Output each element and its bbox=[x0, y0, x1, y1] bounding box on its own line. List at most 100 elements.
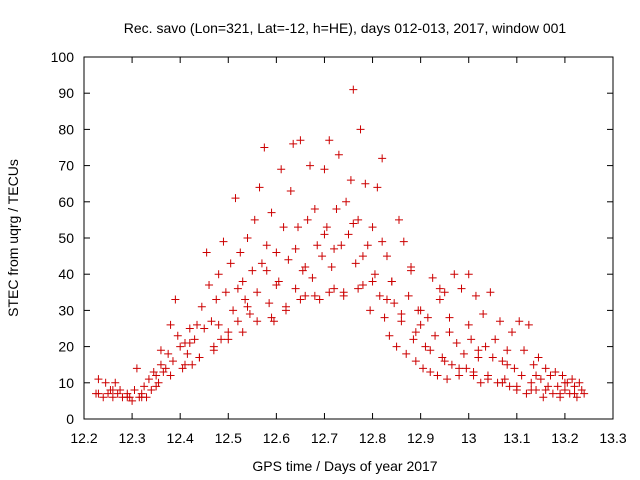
data-point bbox=[397, 310, 406, 319]
data-point bbox=[363, 241, 372, 250]
y-tick-label: 30 bbox=[58, 302, 74, 318]
data-point bbox=[546, 371, 555, 380]
data-point bbox=[229, 306, 238, 315]
data-point bbox=[166, 371, 175, 380]
data-point bbox=[291, 284, 300, 293]
data-point bbox=[248, 266, 257, 275]
data-point bbox=[471, 291, 480, 300]
data-point bbox=[397, 317, 406, 326]
data-point bbox=[346, 176, 355, 185]
data-point bbox=[380, 313, 389, 322]
data-point bbox=[548, 389, 557, 398]
y-tick-label: 80 bbox=[58, 121, 74, 137]
data-point bbox=[238, 328, 247, 337]
data-point bbox=[272, 281, 281, 290]
data-point bbox=[553, 382, 562, 391]
y-tick-label: 10 bbox=[58, 375, 74, 391]
data-point bbox=[375, 291, 384, 300]
data-point bbox=[560, 386, 569, 395]
data-point bbox=[171, 295, 180, 304]
data-point bbox=[310, 291, 319, 300]
data-point bbox=[322, 223, 331, 232]
data-point bbox=[320, 230, 329, 239]
data-point bbox=[255, 183, 264, 192]
chart-title: Rec. savo (Lon=321, Lat=-12, h=HE), days… bbox=[124, 20, 567, 36]
data-point bbox=[205, 281, 214, 290]
data-point bbox=[570, 382, 579, 391]
data-point bbox=[483, 375, 492, 384]
axis-ticks: 12.2 12.3 12.4 12.5 12.6 12.7 12.8 12.9 13 13.1 13… bbox=[51, 49, 627, 446]
data-point bbox=[575, 378, 584, 387]
data-point bbox=[517, 371, 526, 380]
data-point bbox=[173, 331, 182, 340]
x-tick-label: 13.3 bbox=[599, 430, 626, 446]
data-point bbox=[262, 241, 271, 250]
data-point bbox=[469, 371, 478, 380]
data-point bbox=[505, 382, 514, 391]
data-point bbox=[190, 335, 199, 344]
data-point bbox=[378, 154, 387, 163]
data-point bbox=[243, 234, 252, 242]
data-point bbox=[498, 357, 507, 366]
data-point bbox=[387, 277, 396, 286]
data-point bbox=[411, 357, 420, 366]
data-point bbox=[443, 375, 452, 384]
x-tick-label: 12.4 bbox=[167, 430, 194, 446]
x-tick-label: 12.6 bbox=[263, 430, 290, 446]
data-point bbox=[536, 375, 545, 384]
data-point bbox=[217, 335, 226, 344]
data-point bbox=[534, 353, 543, 362]
data-point bbox=[289, 139, 298, 148]
data-point bbox=[231, 194, 240, 203]
y-tick-label: 100 bbox=[51, 49, 75, 65]
data-point bbox=[447, 360, 456, 369]
data-point bbox=[457, 284, 466, 293]
data-point bbox=[260, 143, 269, 152]
data-point bbox=[212, 295, 221, 304]
x-axis-label: GPS time / Days of year 2017 bbox=[252, 458, 437, 474]
data-point bbox=[140, 382, 149, 391]
data-point bbox=[180, 360, 189, 369]
data-point bbox=[390, 299, 399, 308]
data-point bbox=[486, 288, 495, 297]
data-point bbox=[279, 223, 288, 232]
data-point bbox=[354, 215, 363, 224]
data-point bbox=[426, 346, 435, 355]
data-point bbox=[108, 393, 117, 402]
data-point bbox=[137, 393, 146, 402]
data-point bbox=[101, 378, 110, 387]
data-point bbox=[445, 313, 454, 322]
data-point bbox=[224, 328, 233, 337]
data-point bbox=[520, 346, 529, 355]
data-point bbox=[356, 125, 365, 134]
data-point bbox=[558, 371, 567, 380]
data-point bbox=[404, 291, 413, 300]
data-point bbox=[354, 284, 363, 293]
data-point bbox=[433, 371, 442, 380]
x-tick-label: 12.7 bbox=[311, 430, 338, 446]
data-point bbox=[402, 349, 411, 358]
data-point bbox=[435, 295, 444, 304]
data-point bbox=[318, 252, 327, 261]
data-point bbox=[344, 230, 353, 239]
data-point bbox=[308, 273, 317, 282]
data-point bbox=[176, 342, 185, 351]
data-point bbox=[233, 317, 242, 326]
data-point bbox=[193, 320, 202, 329]
data-point bbox=[529, 360, 538, 369]
data-point bbox=[416, 306, 425, 315]
data-point bbox=[286, 186, 295, 195]
y-tick-label: 20 bbox=[58, 339, 74, 355]
data-point bbox=[265, 299, 274, 308]
data-points bbox=[92, 85, 589, 405]
data-point bbox=[108, 386, 117, 395]
x-tick-label: 13 bbox=[461, 430, 477, 446]
data-point bbox=[325, 136, 334, 145]
x-tick-label: 12.8 bbox=[359, 430, 386, 446]
y-tick-label: 90 bbox=[58, 85, 74, 101]
data-point bbox=[394, 215, 403, 224]
data-point bbox=[296, 295, 305, 304]
data-point bbox=[337, 241, 346, 250]
data-point bbox=[111, 378, 120, 387]
data-point bbox=[510, 364, 519, 373]
